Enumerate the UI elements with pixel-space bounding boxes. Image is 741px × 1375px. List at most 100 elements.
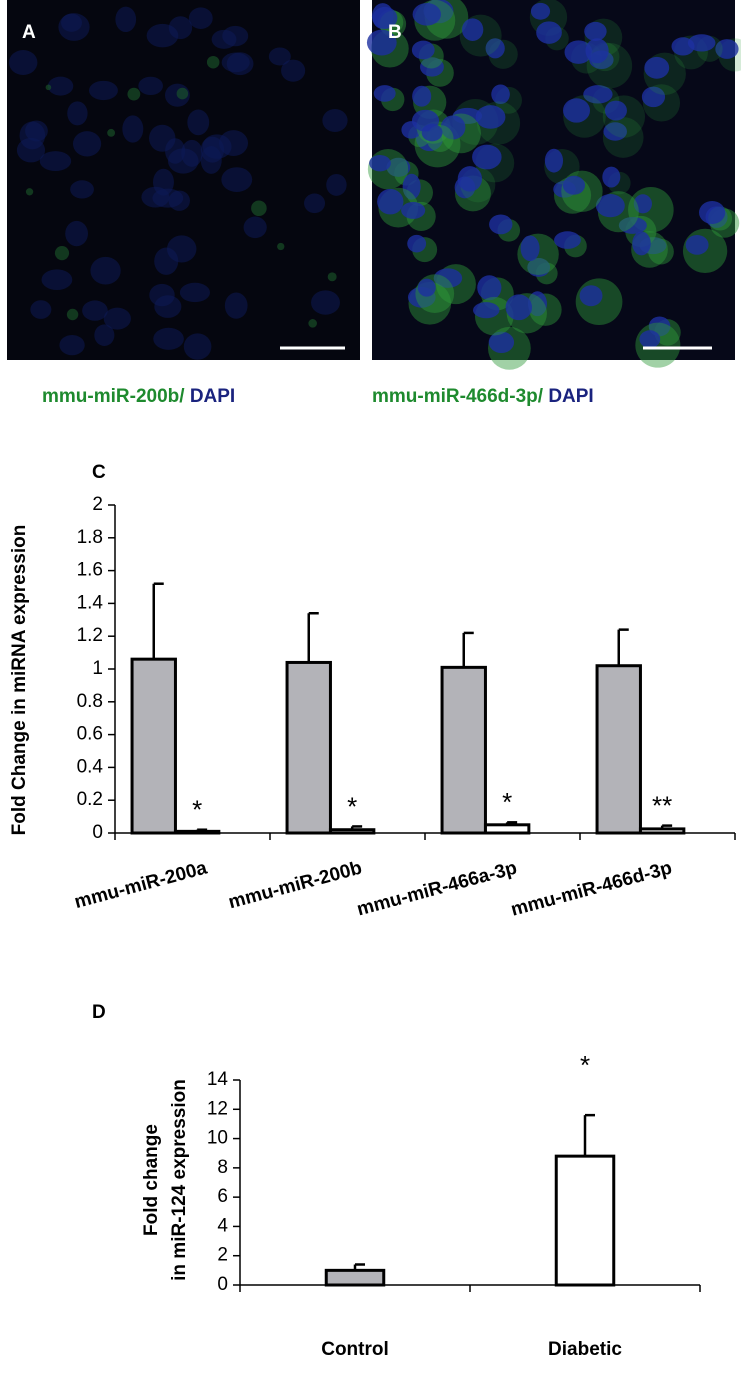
cell	[65, 220, 89, 247]
cell	[595, 194, 625, 218]
y-tick-label: 14	[207, 1069, 229, 1090]
y-tick-label: 1.8	[77, 527, 103, 548]
cell	[30, 300, 52, 319]
cell	[603, 122, 627, 141]
cell	[491, 84, 510, 105]
cell	[639, 330, 661, 349]
cell	[604, 100, 627, 121]
signal	[327, 272, 337, 282]
cell	[94, 324, 115, 346]
cell	[89, 80, 118, 101]
cell	[377, 188, 404, 215]
cell	[166, 235, 197, 263]
cell	[420, 57, 444, 77]
y-tick-label: 0.4	[77, 756, 104, 777]
caption-blue: DAPI	[190, 386, 235, 407]
cell	[47, 76, 74, 96]
bar	[173, 829, 221, 835]
bar	[285, 660, 332, 835]
signal	[54, 246, 70, 261]
significance: *	[580, 1050, 590, 1080]
cell	[489, 214, 513, 235]
cell	[632, 231, 651, 256]
y-tick-label: 0	[92, 822, 103, 843]
cell	[527, 257, 551, 277]
caption-blue: DAPI	[548, 386, 593, 407]
cell	[687, 34, 716, 52]
signal	[251, 200, 267, 217]
x-tick-label: mmu-miR-200b	[226, 858, 364, 914]
cell	[407, 234, 427, 253]
y-tick-label: 0.8	[77, 691, 103, 712]
cell	[715, 39, 739, 59]
cell	[473, 302, 500, 319]
cell	[602, 166, 621, 188]
cell	[138, 76, 163, 96]
cell	[167, 148, 199, 174]
cell	[369, 155, 391, 172]
cell	[366, 29, 397, 56]
y-tick-label: 2	[217, 1245, 228, 1266]
cell	[457, 166, 483, 192]
micrograph-b-cells	[366, 0, 741, 370]
micrograph-a	[7, 0, 360, 360]
bar	[130, 657, 177, 835]
x-tick-label: mmu-miR-200a	[72, 857, 209, 913]
cell	[527, 291, 547, 317]
cell	[644, 56, 670, 79]
signal	[206, 55, 220, 69]
panel-label: C	[92, 462, 106, 483]
bar	[638, 827, 686, 835]
y-tick-label: 1.6	[77, 560, 103, 581]
cell	[19, 121, 46, 150]
y-tick-label: 6	[217, 1186, 228, 1207]
cell	[268, 47, 291, 66]
bar	[595, 664, 642, 835]
cell	[461, 18, 484, 41]
y-tick-label: 1.2	[77, 625, 103, 646]
cell	[82, 300, 108, 321]
cell	[633, 194, 652, 214]
cell	[618, 216, 647, 234]
cell	[472, 144, 502, 170]
y-tick-label: 1	[92, 658, 103, 679]
cell	[386, 157, 411, 177]
cell	[281, 59, 306, 82]
cell	[585, 38, 609, 64]
bar	[324, 1268, 386, 1287]
cell	[188, 7, 213, 29]
cell	[477, 275, 502, 301]
signal	[25, 188, 34, 196]
cell	[530, 2, 551, 20]
cell	[224, 292, 248, 319]
cell	[440, 115, 466, 140]
cell	[211, 29, 237, 49]
cell	[70, 180, 94, 199]
cell	[554, 231, 581, 249]
cell	[103, 307, 131, 330]
cell	[153, 327, 184, 350]
cell	[219, 130, 249, 156]
cell	[505, 294, 533, 321]
cell	[59, 334, 85, 356]
signal	[66, 308, 79, 321]
signal	[45, 84, 52, 91]
x-tick-label: Diabetic	[548, 1339, 622, 1360]
panel-label: B	[388, 22, 402, 43]
cell	[326, 173, 347, 196]
cell	[421, 123, 443, 142]
cell	[417, 278, 436, 297]
caption-green: mmu-miR-200b/	[42, 386, 185, 407]
cell	[544, 148, 564, 173]
cell	[401, 202, 426, 219]
y-tick-label: 0.6	[77, 724, 103, 745]
cell	[67, 101, 88, 126]
cell	[179, 282, 210, 303]
cell	[122, 115, 144, 143]
cell	[372, 6, 398, 29]
cell	[685, 234, 709, 255]
cell	[402, 173, 421, 200]
significance: *	[192, 795, 202, 825]
cell	[373, 85, 396, 102]
